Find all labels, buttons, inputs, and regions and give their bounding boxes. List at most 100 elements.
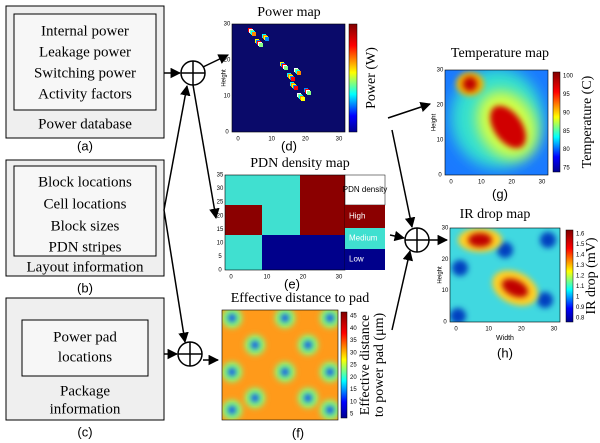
heat-region [262,235,300,270]
y-tick-label: 30 [224,22,231,28]
y-axis-label: Height [438,266,444,284]
heat-cell [252,32,256,36]
colorbar [565,229,574,323]
colorbar-label: Temperature (C) [580,75,595,168]
heatmap [222,310,338,420]
colorbar-tick: 45 [350,314,357,320]
heat-spot [452,260,468,276]
map-title: PDN density map [250,156,350,171]
colorbar-label: Effective distance [358,315,373,415]
colorbar-tick: 1.1 [576,284,585,290]
box-label: (c) [77,424,92,439]
box-inner [21,319,149,377]
x-tick-label: 10 [268,137,275,143]
heat-spot [228,314,236,322]
colorbar-tick: 95 [563,92,570,98]
box-item: Power pad [53,329,117,345]
colorbar-tick: 10 [350,399,357,405]
y-tick-label: 10 [437,138,444,144]
box-item: Block sizes [51,218,120,234]
colorbar-label: to power pad (μm) [372,313,387,418]
legend-title-box [344,174,386,206]
box-item: Block locations [38,174,132,190]
heat-spot [326,368,334,376]
map-title: Power map [257,5,320,20]
heat-spot [228,406,236,414]
box-caption: information [50,401,121,417]
x-tick-label: 20 [518,327,525,333]
y-tick-label: 10 [224,94,231,100]
box-caption: Package [60,383,110,399]
heat-spot [281,368,289,376]
heat-blob [468,233,492,247]
legend-swatch [345,228,385,249]
x-tick-label: 30 [551,327,558,333]
colorbar [552,71,561,173]
colorbar-tick: 1.5 [576,242,585,248]
box-item: Cell locations [44,196,127,212]
map-label: (e) [284,276,300,291]
y-tick-label: 5 [218,254,222,260]
colorbar-tick: 80 [563,147,570,153]
heat-spot [304,341,312,349]
map-title: Temperature map [451,46,549,61]
map-label: (d) [281,138,297,153]
x-tick-label: 20 [300,275,307,281]
y-tick-label: 15 [217,227,224,233]
y-axis-label: Height [222,69,228,87]
heat-cell [259,43,263,47]
colorbar-tick: 1.3 [576,263,585,269]
colorbar-tick: 90 [563,110,570,116]
heat-spot [326,406,334,414]
box-item: Activity factors [38,86,132,102]
map-label: (f) [292,425,304,440]
x-tick-label: 0 [236,137,240,143]
x-axis-label: Width [496,335,514,342]
heat-cell [297,71,301,75]
plot-frame [221,309,339,421]
colorbar-tick: 1.6 [576,232,585,238]
x-tick-label: 30 [539,180,546,186]
x-tick-label: 0 [449,180,453,186]
colorbar-tick: 100 [563,74,574,80]
colorbar [340,311,348,419]
box-item: Leakage power [39,44,131,60]
colorbar-tick: 85 [563,129,570,135]
heat-blob [501,278,529,298]
y-tick-label: 10 [442,288,449,294]
colorbar [348,23,358,133]
x-tick-label: 30 [336,275,343,281]
heat-cell [291,77,295,81]
box-caption: Layout information [26,259,144,275]
y-tick-label: 30 [217,186,224,192]
heat-region [225,205,262,235]
y-tick-label: 30 [442,226,449,232]
x-tick-label: 10 [264,275,271,281]
box-item: Internal power [41,23,129,39]
heat-spot [537,292,553,308]
box-label: (a) [77,138,93,153]
y-tick-label: 0 [443,320,447,326]
legend-entry: High [349,212,365,221]
y-tick-label: 10 [217,240,224,246]
heat-spot [281,314,289,322]
colorbar-tick: 1.4 [576,253,585,259]
colorbar-tick: 25 [350,363,357,369]
box-inner [13,165,157,257]
box-item: Switching power [34,65,136,81]
box-item: PDN stripes [49,239,122,255]
y-tick-label: 0 [438,173,442,179]
plot-frame [449,227,561,323]
heat-spot [326,314,334,322]
colorbar-tick: 75 [563,166,570,172]
heat-spot [304,394,312,402]
heat-cell [265,37,269,41]
map-title: Effective distance to pad [231,291,370,306]
legend-title: PDN density [343,185,387,194]
legend-entry: Medium [349,234,378,243]
y-tick-label: 30 [437,68,444,74]
colorbar-tick: 30 [350,350,357,356]
heat-spot [450,308,466,322]
heat-cell [301,97,305,101]
